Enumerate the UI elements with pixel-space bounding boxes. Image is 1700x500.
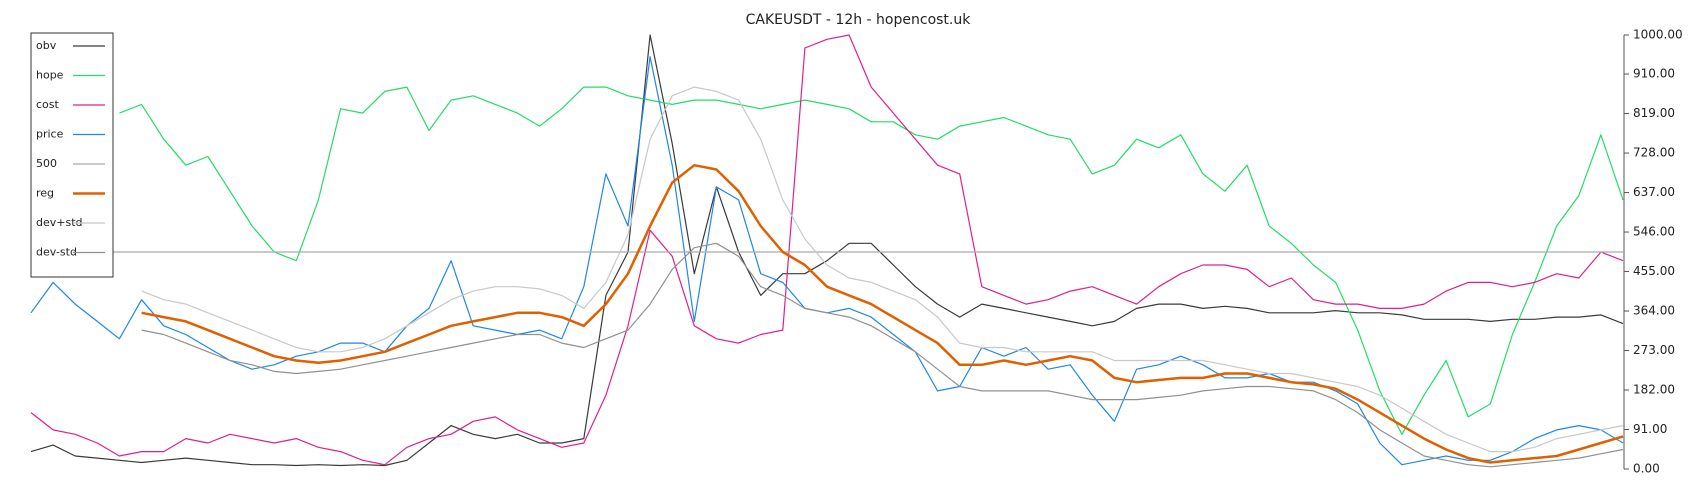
chart-title: CAKEUSDT - 12h - hopencost.uk	[746, 12, 972, 28]
legend-label: obv	[36, 39, 57, 52]
y-tick-label: 728.00	[1633, 146, 1675, 160]
y-tick-label: 182.00	[1633, 383, 1675, 397]
y-tick-label: 910.00	[1633, 67, 1675, 81]
legend-label: cost	[36, 98, 60, 111]
y-tick-label: 455.00	[1633, 264, 1675, 278]
legend: obv hope cost price 500 reg dev+std dev-std	[30, 32, 114, 278]
legend-box	[30, 32, 114, 278]
y-tick-label: 273.00	[1633, 343, 1675, 357]
series-line	[30, 34, 1624, 467]
legend-label: price	[36, 128, 64, 141]
y-tick-label: 364.00	[1633, 304, 1675, 318]
y-tick-label: 0.00	[1633, 462, 1660, 476]
legend-label: 500	[36, 157, 57, 170]
legend-label: dev-std	[36, 246, 77, 259]
y-tick-label: 1000.00	[1633, 28, 1683, 42]
legend-label: reg	[36, 187, 54, 200]
y-tick-label: 637.00	[1633, 185, 1675, 199]
series-line	[141, 86, 1624, 453]
y-tick-label: 546.00	[1633, 225, 1675, 239]
y-tick-label: 819.00	[1633, 106, 1675, 120]
legend-label: dev+std	[36, 216, 83, 229]
series-line	[119, 86, 1624, 435]
series-line	[141, 242, 1624, 468]
series-line	[30, 34, 1624, 466]
y-tick-label: 91.00	[1633, 422, 1667, 436]
legend-label: hope	[36, 69, 64, 82]
series-line	[141, 163, 1624, 464]
